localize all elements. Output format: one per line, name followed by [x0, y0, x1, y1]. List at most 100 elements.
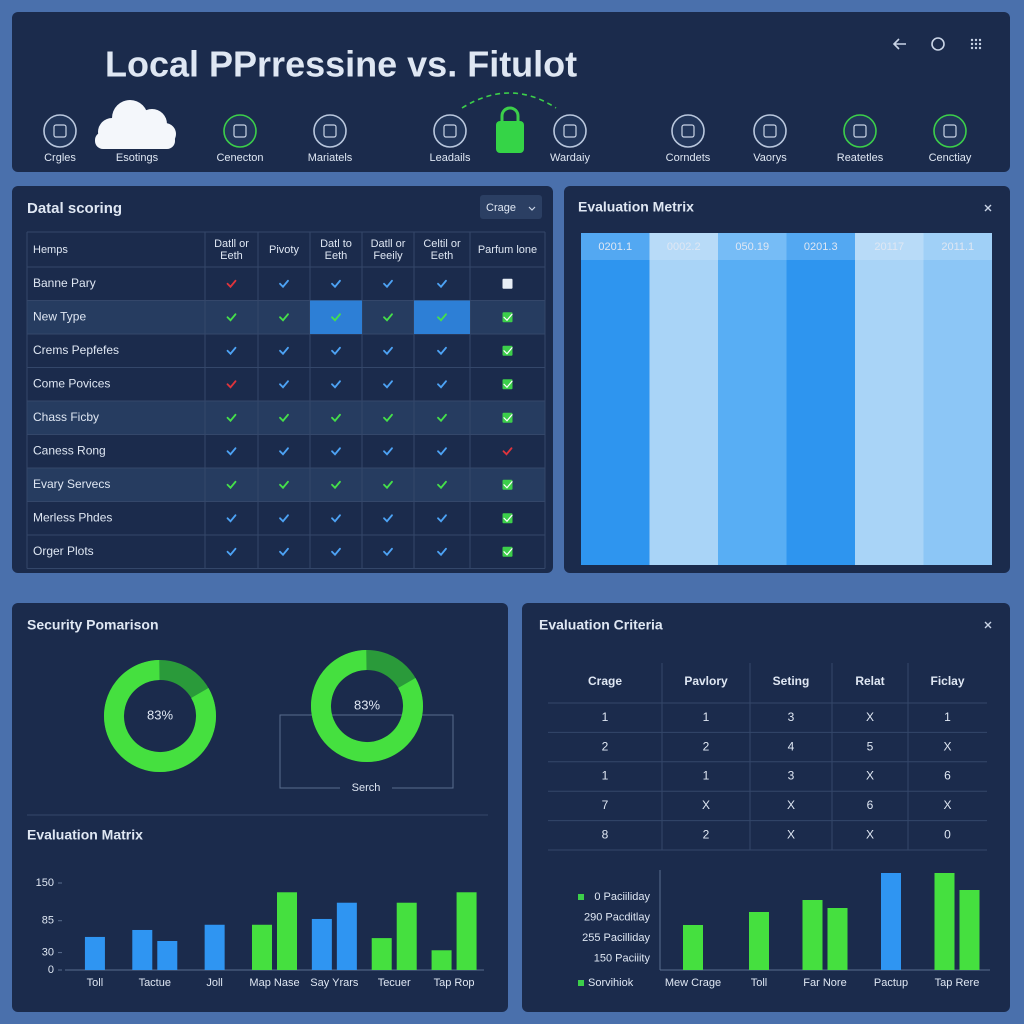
table-cell: 2 [703, 739, 710, 753]
check [226, 514, 237, 523]
y-tick-label: 0 [48, 964, 54, 976]
metric-label: 20117 [874, 241, 904, 253]
grid-icon[interactable] [974, 46, 978, 50]
x-tick-label: Far Nore [803, 977, 846, 989]
x-tick-label: Tap Rop [434, 977, 475, 989]
bar [336, 902, 357, 970]
dropdown-label[interactable]: Crage [486, 202, 516, 214]
metric-column [649, 233, 718, 565]
metric-header [581, 233, 650, 260]
check [383, 514, 393, 523]
check [331, 514, 341, 523]
grid-icon[interactable] [970, 46, 974, 50]
nav-icon[interactable] [671, 114, 705, 148]
grid-icon[interactable] [978, 42, 982, 46]
check [503, 514, 513, 523]
back-icon[interactable] [892, 38, 906, 50]
x-tick-label: Map Nase [249, 977, 299, 989]
close-button[interactable] [984, 204, 992, 212]
panel-title: Security Pomarison [27, 617, 159, 633]
row-label: Come Povices [33, 376, 110, 390]
nav-label[interactable]: Cenecton [216, 152, 263, 164]
header-cell: Hemps [33, 244, 68, 256]
check [226, 279, 237, 289]
metric-header [718, 233, 787, 260]
search-label[interactable]: Serch [352, 782, 381, 794]
bar [277, 892, 297, 970]
dropdown-caret [528, 206, 536, 211]
grid-icon[interactable] [978, 38, 982, 42]
metric-column [581, 233, 650, 565]
grid-icon[interactable] [974, 42, 978, 46]
status-box [502, 345, 513, 356]
table-cell: 6 [944, 769, 951, 783]
x-tick-label: Pactup [874, 977, 908, 989]
nav-label[interactable]: Corndets [666, 152, 711, 164]
bar [371, 938, 392, 970]
x-tick-label: Tecuer [378, 977, 411, 989]
nav-icon[interactable] [553, 114, 587, 148]
nav-icon[interactable] [43, 114, 77, 148]
check [437, 380, 447, 389]
metric-header [855, 233, 924, 260]
check [437, 313, 447, 322]
metric-column [718, 233, 787, 565]
status-box [502, 513, 513, 524]
metric-header [923, 233, 992, 260]
grid-icon[interactable] [978, 46, 982, 50]
check [279, 346, 289, 356]
nav-label[interactable]: Mariatels [308, 152, 353, 164]
header-cell: Datll or Eeth [214, 238, 249, 262]
check [226, 547, 237, 557]
nav-icon[interactable] [433, 114, 467, 148]
table-cell: 1 [703, 710, 710, 724]
table-cell: 0 [944, 827, 951, 841]
check [331, 480, 341, 490]
cell-highlight [310, 300, 362, 334]
metric-label: 0002.2 [667, 241, 701, 253]
nav-icon[interactable] [933, 114, 967, 148]
nav-label[interactable]: Reatetles [837, 152, 884, 164]
donut-label: 83% [354, 697, 380, 712]
donut-arc [104, 660, 216, 772]
nav-icon[interactable] [313, 114, 347, 148]
bar [959, 890, 980, 970]
side-label: 255 Pacilliday [582, 932, 650, 944]
bar [683, 925, 703, 970]
nav-label[interactable]: Esotings [116, 152, 159, 164]
nav-label[interactable]: Vaorys [753, 152, 787, 164]
table-cell: X [866, 710, 874, 724]
nav-icon[interactable] [223, 114, 257, 148]
check [226, 380, 237, 389]
check [279, 447, 289, 456]
side-label: 150 Paciiity [594, 952, 651, 964]
header-cell: Celtil or Eeth [423, 238, 460, 262]
row-label: Crems Pepfefes [33, 343, 119, 357]
donut-label: 83% [147, 707, 173, 722]
page-title: Local PPrressine vs. Fitulot [105, 44, 577, 85]
nav-icon[interactable] [753, 114, 787, 148]
lock-icon [496, 121, 524, 153]
close-button[interactable] [984, 621, 992, 629]
bar [802, 900, 823, 970]
grid-icon[interactable] [970, 38, 974, 42]
check [437, 514, 447, 523]
bar [311, 918, 332, 970]
check [437, 547, 447, 557]
info-icon[interactable] [931, 37, 945, 51]
nav-label[interactable]: Cenctiay [929, 152, 972, 164]
dropdown[interactable] [480, 195, 542, 219]
metric-header [649, 233, 718, 260]
donut-arc [311, 650, 423, 762]
bar [84, 936, 105, 970]
row-label: Merless Phdes [33, 510, 112, 524]
nav-label[interactable]: Leadails [430, 152, 471, 164]
nav-label[interactable]: Crgles [44, 152, 76, 164]
side-label: 0 Paciiliday [594, 891, 650, 903]
nav-icon[interactable] [843, 114, 877, 148]
table-cell: X [702, 798, 710, 812]
column-header: Ficlay [930, 674, 964, 688]
nav-label[interactable]: Wardaiy [550, 152, 590, 164]
grid-icon[interactable] [974, 38, 978, 42]
grid-icon[interactable] [970, 42, 974, 46]
